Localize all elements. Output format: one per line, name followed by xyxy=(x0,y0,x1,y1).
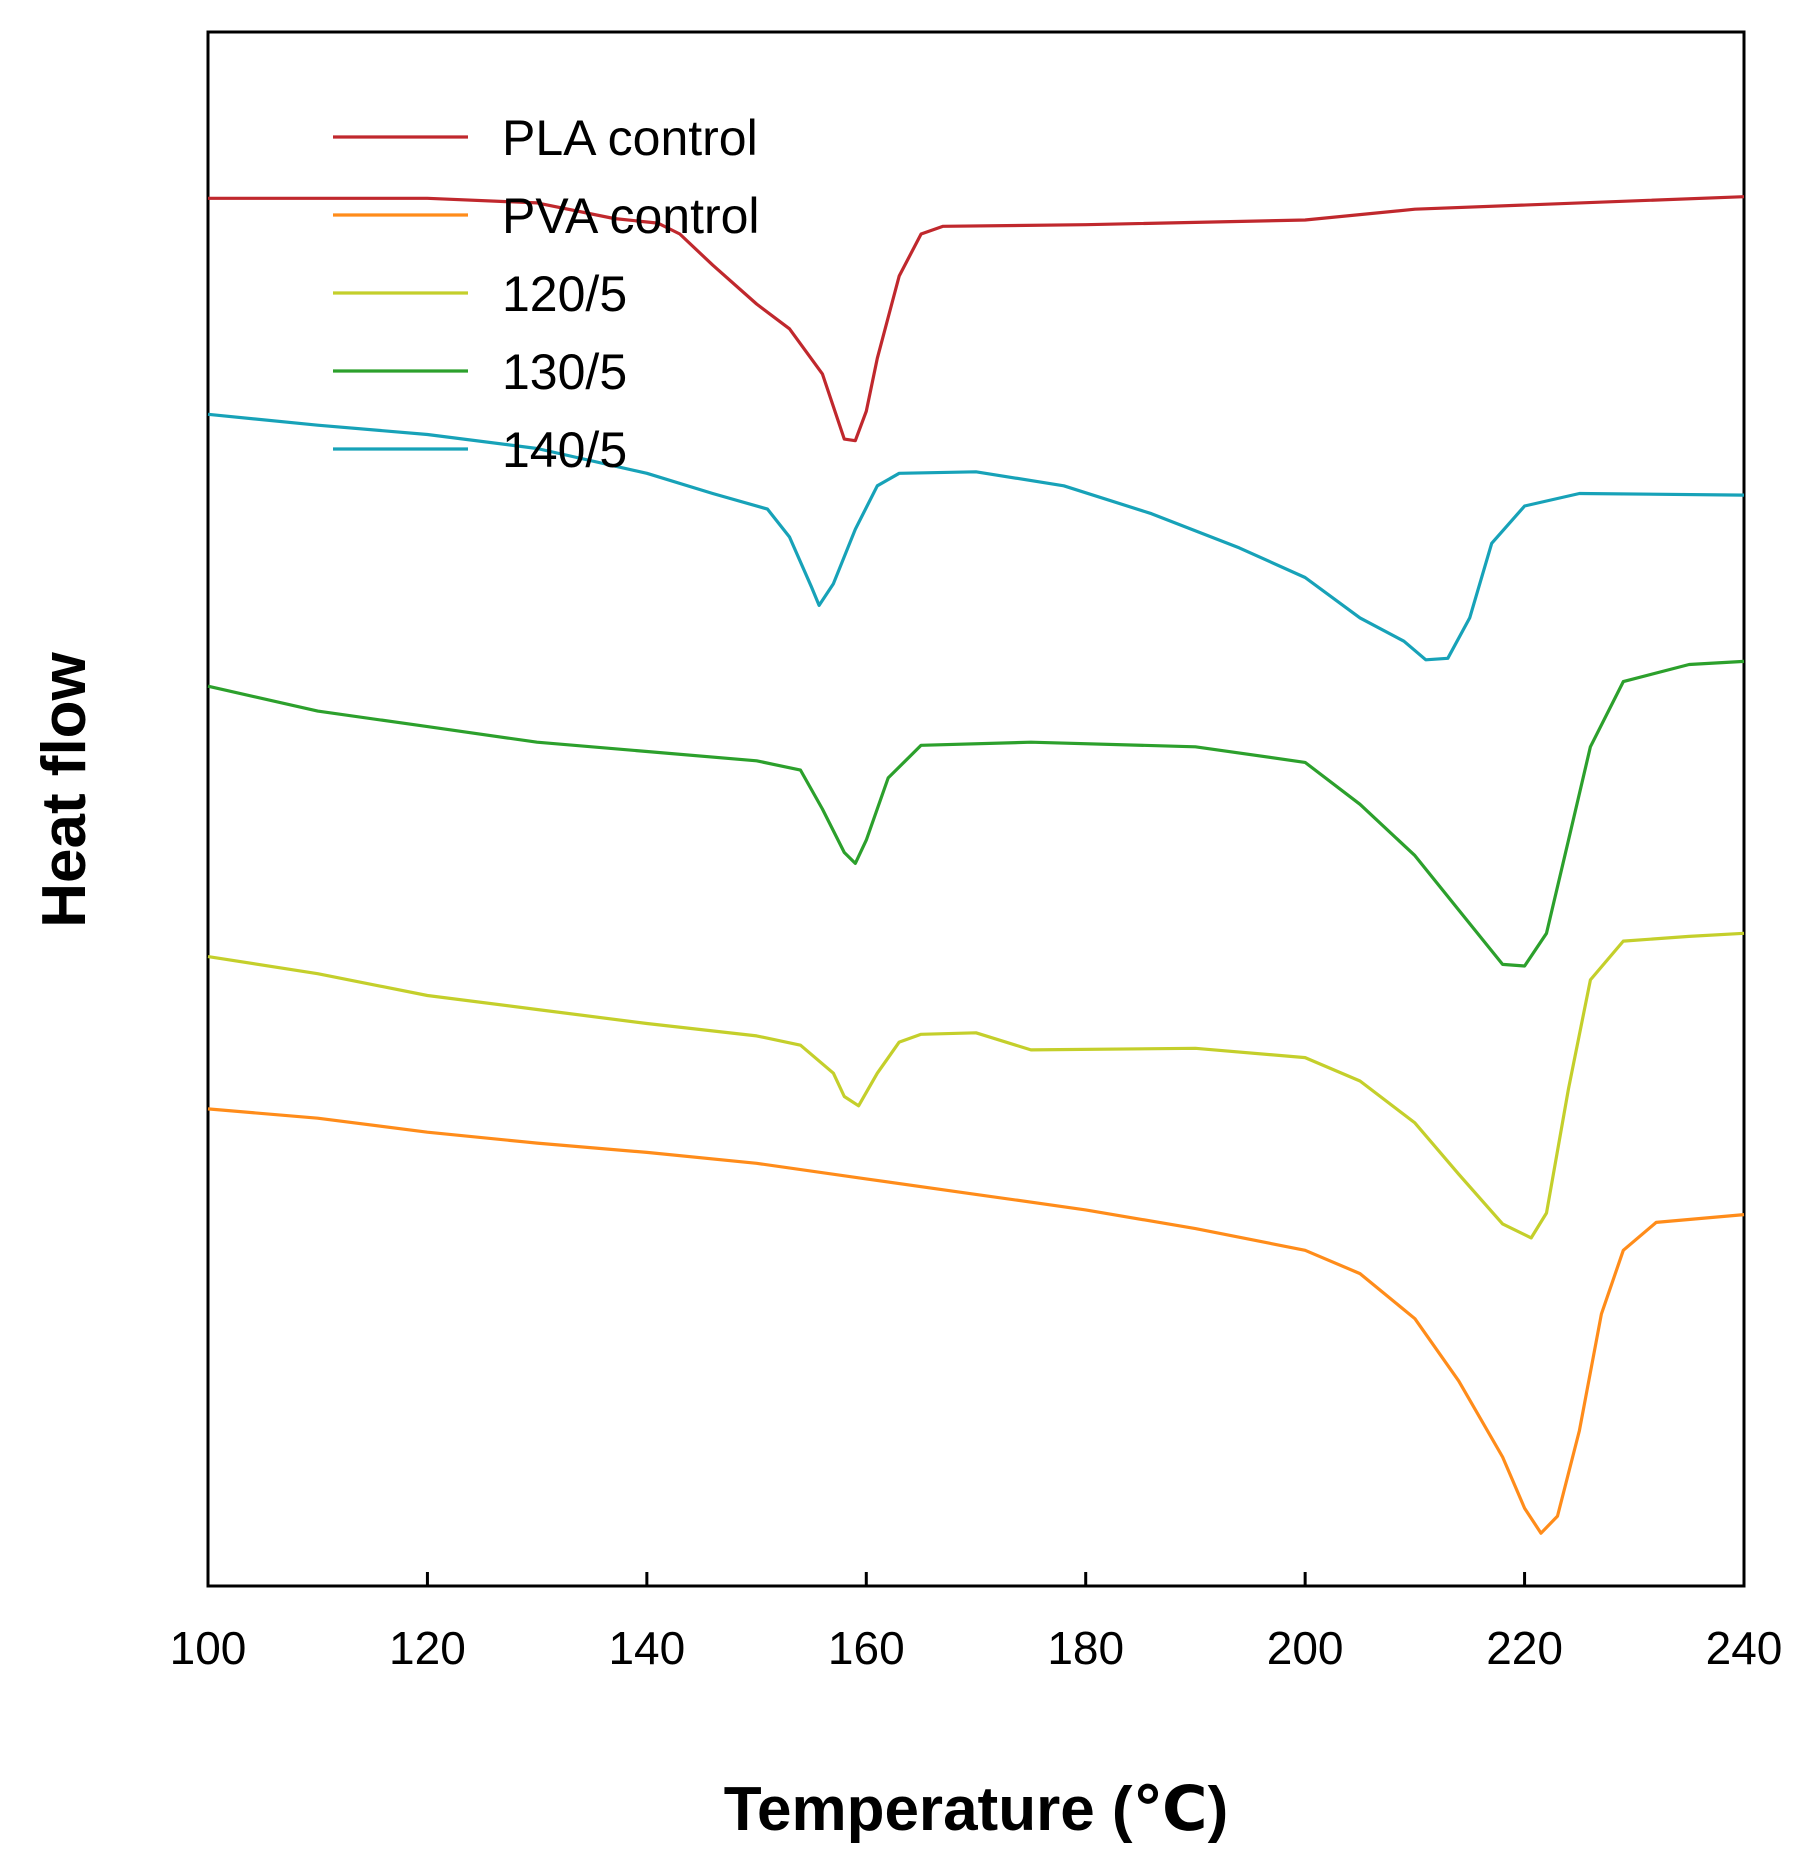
series-line-pla-control xyxy=(208,195,1745,443)
x-tick-label: 140 xyxy=(608,1622,685,1674)
y-axis-title: Heat flow xyxy=(30,651,99,927)
x-tick-label: 240 xyxy=(1706,1622,1783,1674)
legend-label: 120/5 xyxy=(502,266,627,322)
legend-label: 140/5 xyxy=(502,422,627,478)
legend-label: PLA control xyxy=(502,110,758,166)
x-axis-title: Temperature (℃) xyxy=(724,1775,1229,1844)
series-line-140-5 xyxy=(207,412,1745,662)
legend-label: 130/5 xyxy=(502,344,627,400)
legend-label: PVA control xyxy=(502,188,760,244)
x-axis: 100 120 140 160 180 200 220 240 xyxy=(170,1572,1783,1674)
plot-frame xyxy=(206,30,1746,1588)
x-tick-label: 220 xyxy=(1486,1622,1563,1674)
legend: PLA control PVA control 120/5 130/5 140/5 xyxy=(333,110,760,478)
x-tick-label: 180 xyxy=(1047,1622,1124,1674)
x-tick-label: 120 xyxy=(389,1622,466,1674)
series-line-120-5 xyxy=(207,931,1745,1240)
series-line-pva-control xyxy=(207,1107,1745,1535)
x-tick-label: 100 xyxy=(170,1622,247,1674)
series-lines xyxy=(207,195,1745,1535)
x-tick-label: 200 xyxy=(1267,1622,1344,1674)
plot-area xyxy=(206,30,1746,1588)
series-line-130-5 xyxy=(207,659,1745,968)
x-tick-label: 160 xyxy=(828,1622,905,1674)
